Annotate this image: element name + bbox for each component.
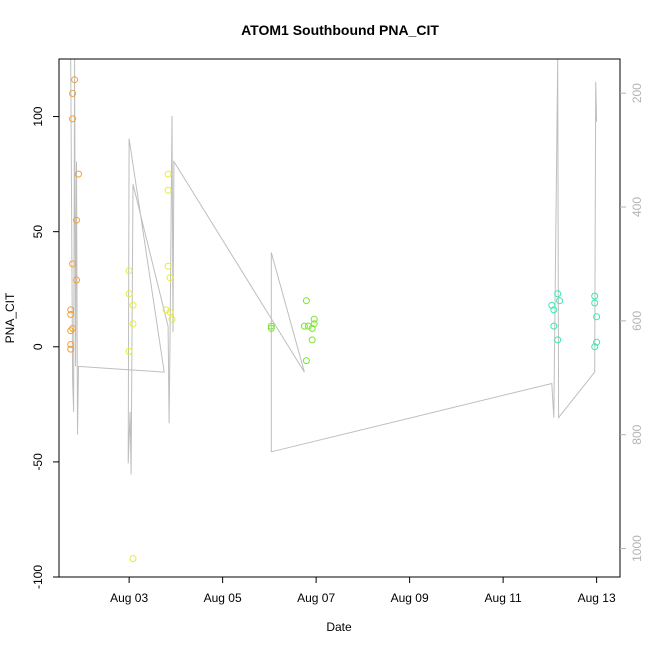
data-point	[73, 276, 80, 284]
data-point	[162, 306, 170, 314]
data-point	[71, 76, 79, 84]
data-point	[69, 90, 77, 97]
data-point	[302, 357, 310, 365]
plot-frame	[58, 58, 621, 578]
data-point	[593, 313, 601, 321]
data-point	[67, 311, 75, 318]
data-point	[164, 262, 172, 270]
y2-tick-label: 800	[630, 424, 644, 444]
y-tick-label: 100	[31, 106, 45, 126]
y2-tick-label: 200	[630, 83, 644, 103]
data-point	[69, 115, 77, 123]
data-point	[67, 341, 75, 348]
data-point	[75, 170, 82, 178]
data-point	[67, 345, 75, 353]
data-point	[550, 322, 558, 330]
data-point	[302, 297, 310, 305]
data-point	[73, 216, 80, 224]
x-tick-label: Aug 05	[204, 591, 242, 605]
x-tick-label: Aug 11	[485, 591, 522, 605]
data-point	[125, 347, 133, 355]
data-point	[310, 315, 318, 323]
data-point	[125, 290, 133, 298]
data-point	[164, 186, 172, 194]
data-point	[69, 260, 77, 268]
data-point	[125, 267, 133, 275]
data-point	[591, 299, 599, 307]
y2-axis: 200 400 600 800 1000	[620, 83, 644, 562]
x-tick-label: Aug 03	[110, 591, 148, 605]
data-point	[129, 301, 137, 309]
x-tick-label: Aug 07	[297, 591, 335, 605]
line-layer	[70, 58, 598, 475]
data-point	[67, 327, 75, 335]
data-point	[591, 292, 599, 300]
y-tick-label: 50	[31, 225, 45, 239]
data-point	[554, 290, 562, 298]
data-point	[304, 322, 312, 330]
data-point	[556, 297, 564, 305]
data-point	[67, 306, 75, 314]
data-point	[69, 324, 77, 332]
data-point	[300, 322, 308, 330]
x-tick-label: Aug 13	[578, 591, 616, 605]
data-point	[166, 274, 174, 282]
data-point	[164, 170, 172, 178]
data-point	[267, 324, 275, 332]
x-tick-label: Aug 09	[391, 591, 429, 605]
y-axis-label: PNA_CIT	[3, 292, 17, 343]
right-axis-series-line	[70, 58, 598, 475]
data-point	[129, 555, 137, 563]
data-point	[550, 306, 558, 314]
chart-title: ATOM1 Southbound PNA_CIT	[241, 22, 439, 38]
data-point	[310, 320, 318, 328]
data-point	[591, 343, 599, 351]
y2-tick-label: 1000	[630, 535, 644, 562]
y-tick-label: -100	[31, 565, 45, 589]
y2-tick-label: 400	[630, 197, 644, 217]
data-point	[308, 336, 316, 344]
x-axis: Aug 03 Aug 05 Aug 07 Aug 09 Aug 11 Aug 13	[110, 577, 616, 605]
data-point	[129, 320, 137, 328]
point-layer	[67, 76, 601, 563]
y-axis: -100 -50 0 50 100	[31, 106, 59, 589]
x-axis-label: Date	[326, 620, 352, 634]
data-point	[166, 308, 174, 316]
data-point	[554, 336, 562, 344]
y-tick-label: 0	[31, 343, 45, 350]
y2-tick-label: 600	[630, 311, 644, 331]
data-point	[548, 301, 556, 309]
data-point	[308, 324, 316, 332]
data-point	[267, 322, 275, 330]
data-point	[593, 338, 601, 346]
data-point	[168, 315, 176, 323]
y-tick-label: -50	[31, 453, 45, 471]
